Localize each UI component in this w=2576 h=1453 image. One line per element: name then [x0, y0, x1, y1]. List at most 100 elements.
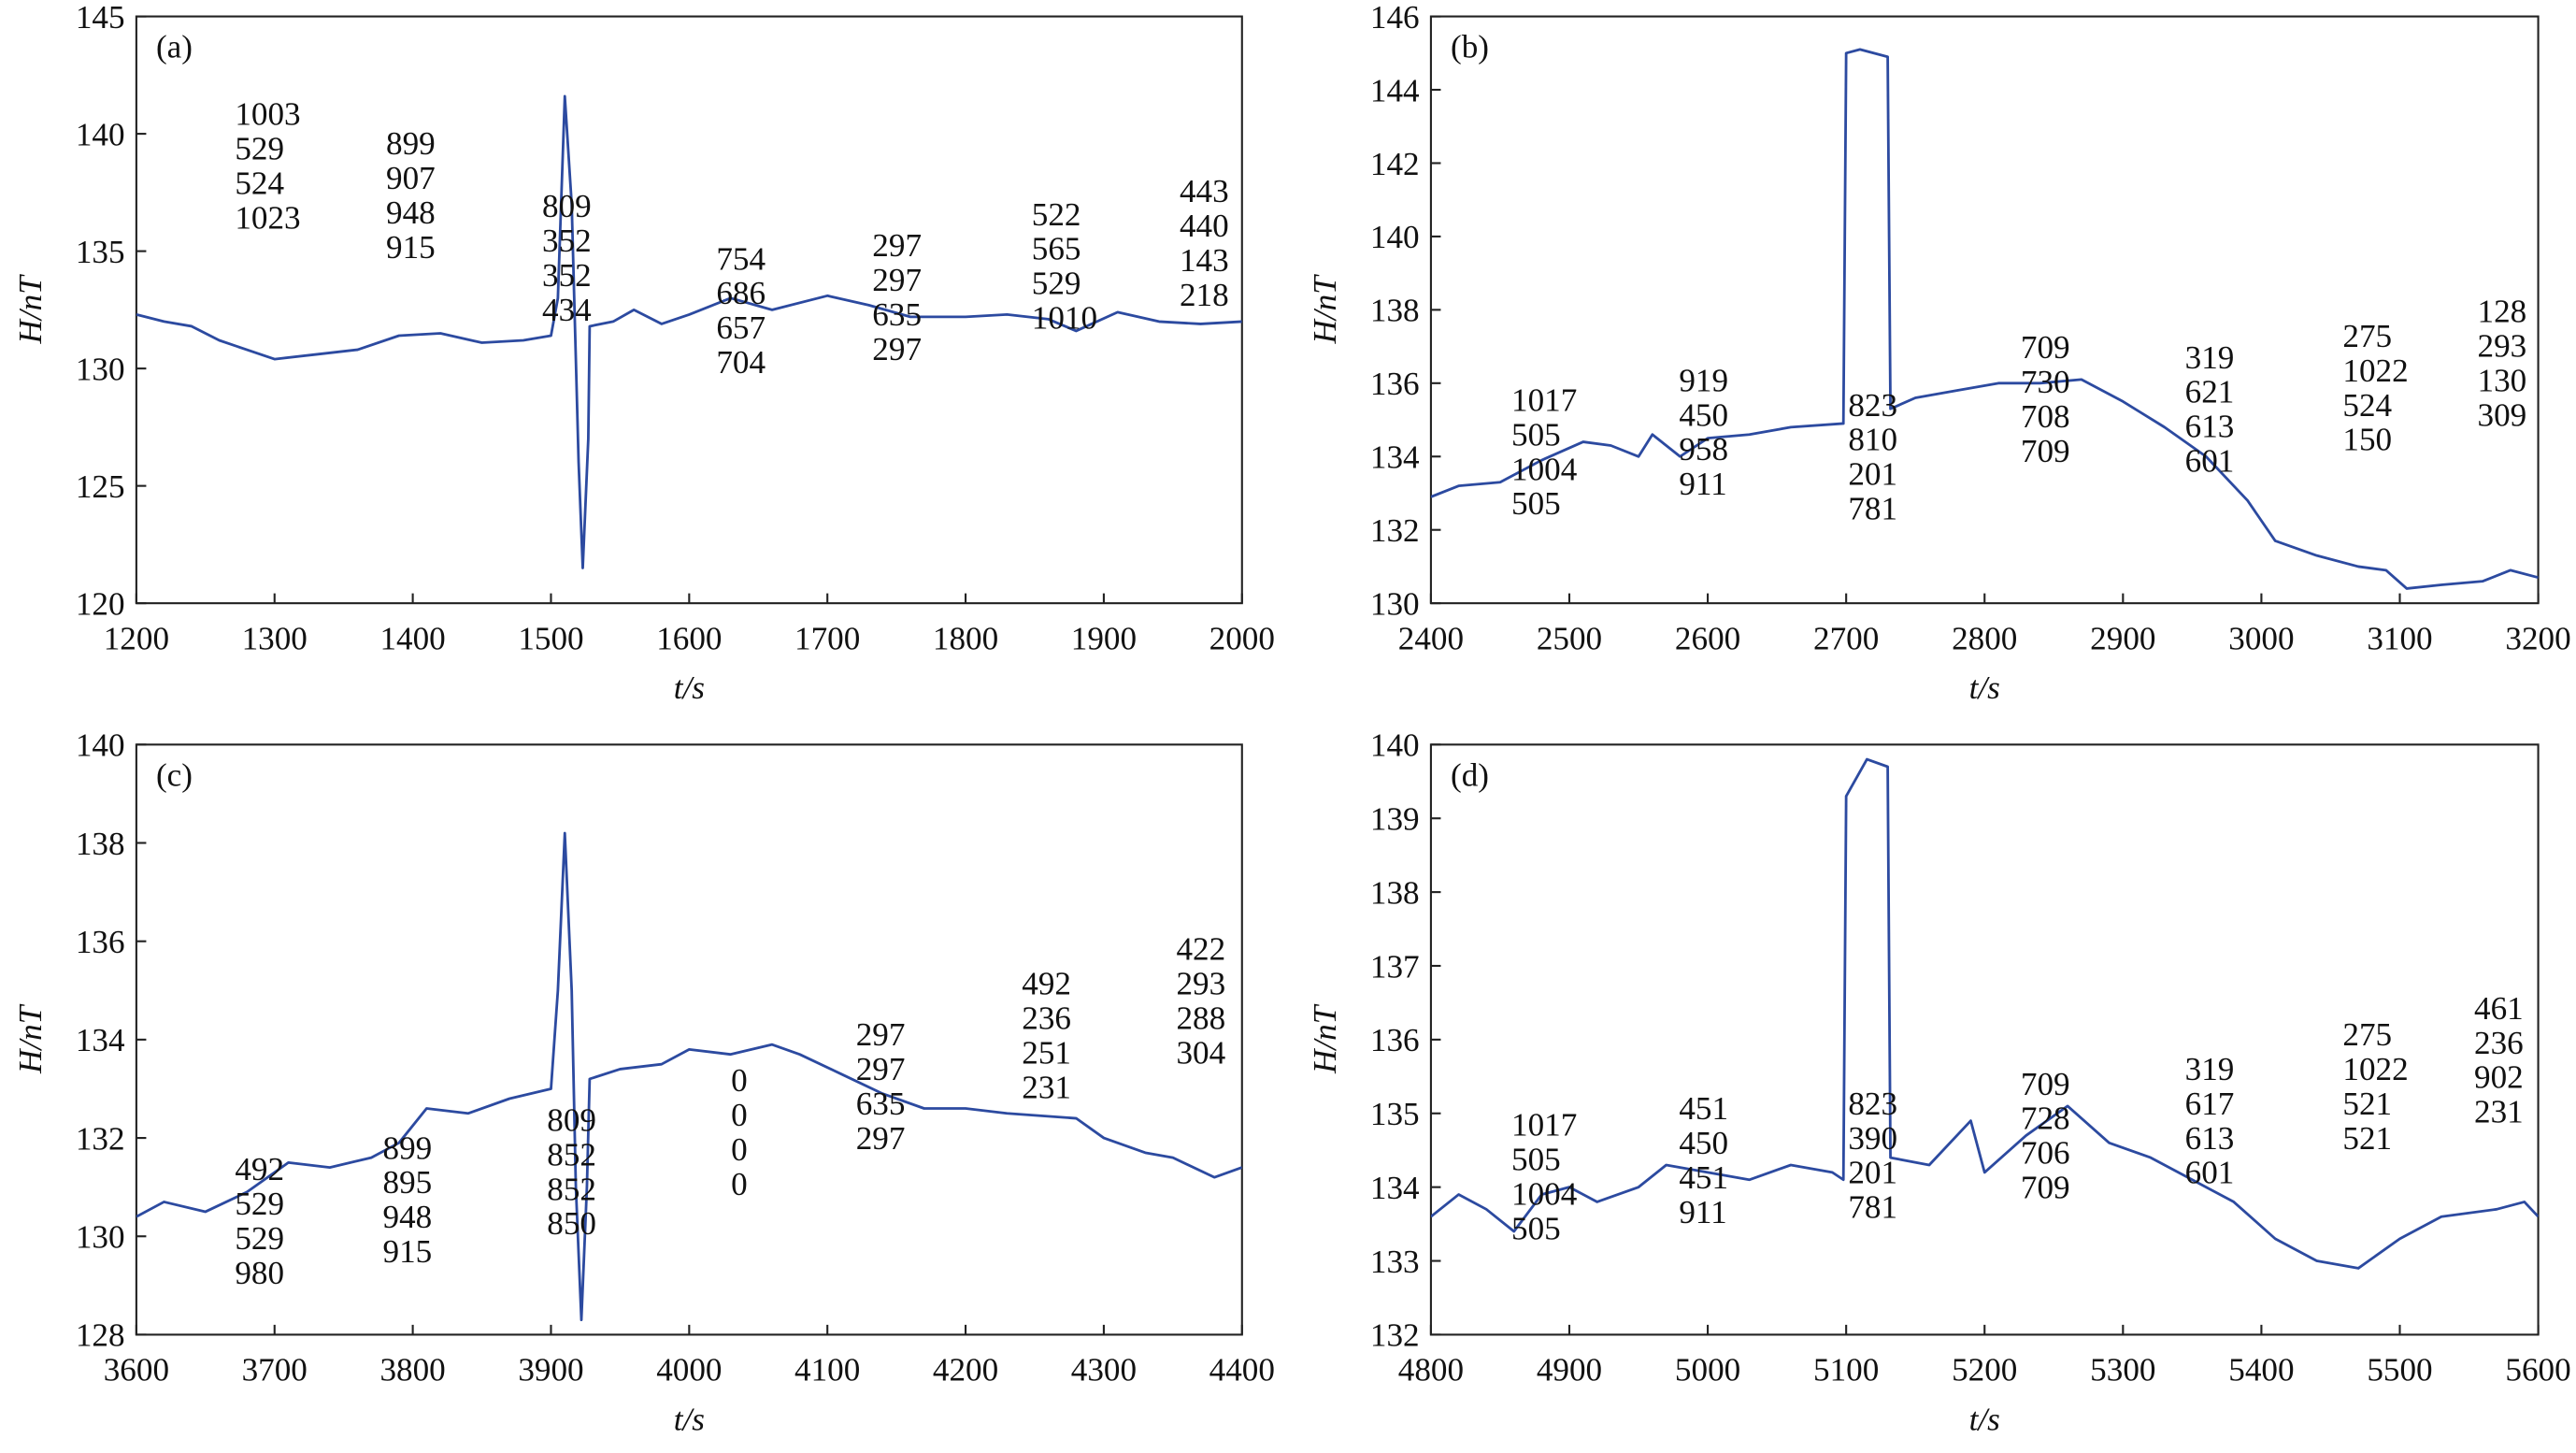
- annotation: 450: [1679, 1125, 1728, 1161]
- annotation: 309: [2478, 396, 2527, 433]
- annotation: 143: [1180, 242, 1229, 279]
- annotation: 907: [386, 160, 436, 196]
- y-axis-label: H/nT: [12, 1003, 49, 1074]
- annotation: 521: [2342, 1120, 2392, 1157]
- x-axis-label: t/s: [1969, 669, 2000, 706]
- annotation: 1004: [1511, 1176, 1578, 1213]
- annotation: 492: [235, 1151, 284, 1187]
- annotation: 621: [2185, 374, 2235, 410]
- y-tick-label: 134: [1370, 1170, 1420, 1206]
- annotation: 709: [2021, 1170, 2070, 1206]
- series-group: [1430, 757, 2539, 1270]
- x-tick-label: 2900: [2090, 620, 2155, 656]
- annotation: 529: [235, 1186, 284, 1222]
- x-tick-label: 3700: [242, 1352, 308, 1388]
- panel: 4800 4900 5000 5100 5200 5300 5400 5500 5600 132 1…: [1307, 727, 2571, 1438]
- annotation: 293: [1176, 966, 1225, 1002]
- annotation: 319: [2185, 339, 2235, 376]
- annotation: 231: [1022, 1069, 1071, 1105]
- panel-label: (c): [156, 756, 193, 793]
- x-tick-label: 2000: [1209, 620, 1275, 656]
- x-tick-label: 5500: [2367, 1352, 2432, 1388]
- y-tick-label: 132: [1370, 1317, 1420, 1354]
- x-tick-label: 2600: [1675, 620, 1740, 656]
- y-tick-label: 140: [1370, 727, 1420, 764]
- annotation: 565: [1032, 231, 1081, 267]
- panel: 3600 3700 3800 3900 4000 4100 4200 4300 4400 128 1…: [12, 727, 1275, 1438]
- x-tick-label: 4400: [1209, 1352, 1275, 1388]
- x-axis-label: t/s: [1969, 1401, 2000, 1437]
- annotation: 728: [2021, 1101, 2070, 1137]
- annotation: 948: [386, 194, 436, 231]
- series-line: [136, 94, 1242, 569]
- annotation: 524: [235, 165, 284, 201]
- annotation: 823: [1848, 387, 1897, 424]
- annotation: 434: [542, 292, 592, 328]
- y-tick-label: 138: [1370, 293, 1420, 329]
- x-tick-label: 1600: [656, 620, 722, 656]
- annotation: 613: [2185, 1120, 2235, 1157]
- annotation: 288: [1176, 1000, 1225, 1036]
- x-tick-label: 5300: [2090, 1352, 2155, 1388]
- annotation: 461: [2474, 990, 2524, 1027]
- y-tick-label: 136: [1370, 366, 1420, 402]
- y-tick-label: 136: [76, 924, 125, 960]
- annotation: 1022: [2342, 352, 2408, 389]
- y-tick-label: 132: [1370, 512, 1420, 549]
- annotation: 297: [856, 1120, 906, 1157]
- y-tick-label: 138: [76, 826, 125, 862]
- x-tick-label: 1800: [933, 620, 998, 656]
- y-tick-label: 140: [76, 116, 125, 152]
- panel: 1200 1300 1400 1500 1600 1700 1800 1900 2000 120 1…: [12, 0, 1275, 706]
- annotation: 617: [2185, 1086, 2235, 1122]
- annotation: 1017: [1511, 1107, 1577, 1144]
- annotation: 150: [2342, 422, 2392, 458]
- annotation: 948: [383, 1199, 433, 1235]
- annotation: 980: [235, 1255, 284, 1291]
- y-tick-label: 135: [1370, 1096, 1420, 1132]
- annotation: 0: [731, 1131, 748, 1168]
- y-tick-label: 120: [76, 585, 125, 622]
- x-tick-label: 2700: [1813, 620, 1879, 656]
- annotation: 613: [2185, 409, 2235, 445]
- series-line: [136, 831, 1242, 1322]
- annotation: 529: [1032, 266, 1081, 302]
- annotation: 201: [1848, 456, 1897, 493]
- panel: 2400 2500 2600 2700 2800 2900 3000 3100 3200 130 1…: [1307, 0, 2571, 706]
- annotation: 275: [2342, 318, 2392, 354]
- x-axis-label: t/s: [674, 1401, 705, 1437]
- y-tick-label: 130: [1370, 585, 1420, 622]
- x-tick-label: 5000: [1675, 1352, 1740, 1388]
- annotation: 635: [856, 1086, 906, 1122]
- y-tick-label: 134: [76, 1022, 125, 1058]
- annotation: 304: [1176, 1034, 1225, 1071]
- annotation: 390: [1848, 1120, 1897, 1157]
- y-tick-label: 140: [1370, 219, 1420, 255]
- annotation: 781: [1848, 490, 1897, 526]
- x-axis-label: t/s: [674, 669, 705, 706]
- annotation: 297: [872, 227, 922, 264]
- x-tick-label: 4100: [794, 1352, 860, 1388]
- annotation: 911: [1679, 466, 1726, 502]
- y-tick-label: 132: [76, 1120, 125, 1157]
- annotation: 0: [731, 1062, 748, 1099]
- x-tick-label: 1400: [379, 620, 445, 656]
- annotation: 686: [716, 275, 766, 311]
- annotation: 529: [235, 131, 284, 167]
- y-axis-label: H/nT: [1307, 1003, 1343, 1074]
- y-tick-label: 137: [1370, 948, 1420, 985]
- x-tick-label: 1900: [1071, 620, 1137, 656]
- annotation: 201: [1848, 1155, 1897, 1191]
- annotation: 709: [2021, 1066, 2070, 1102]
- annotation: 1010: [1032, 300, 1097, 337]
- series-group: [136, 94, 1242, 569]
- annotation: 319: [2185, 1051, 2235, 1087]
- x-tick-label: 3900: [518, 1352, 583, 1388]
- annotation: 450: [1679, 396, 1728, 433]
- annotation: 505: [1511, 485, 1561, 522]
- annotation: 236: [1022, 1000, 1071, 1036]
- annotation: 451: [1679, 1090, 1728, 1127]
- y-tick-label: 144: [1370, 72, 1420, 108]
- annotation: 251: [1022, 1034, 1071, 1071]
